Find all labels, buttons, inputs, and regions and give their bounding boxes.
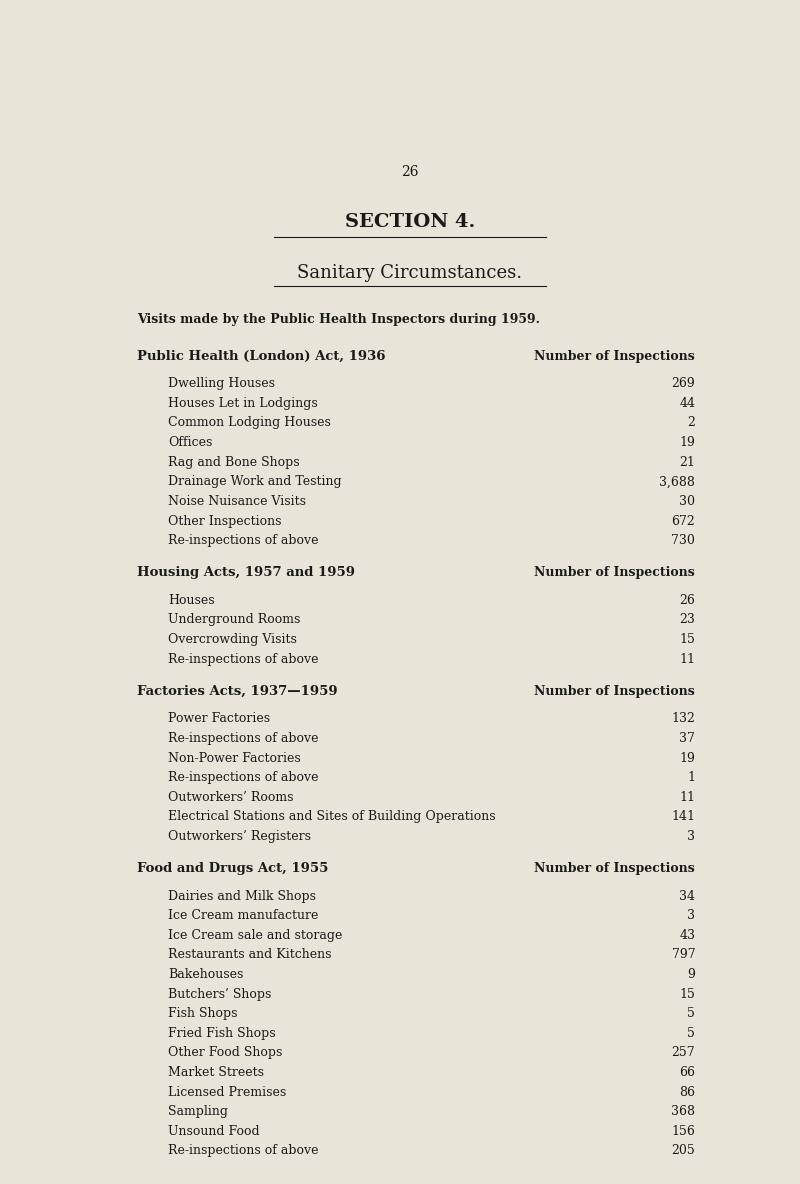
Text: Outworkers’ Rooms: Outworkers’ Rooms — [168, 791, 294, 804]
Text: 11: 11 — [679, 791, 695, 804]
Text: Number of Inspections: Number of Inspections — [534, 566, 695, 579]
Text: Licensed Premises: Licensed Premises — [168, 1086, 286, 1099]
Text: 21: 21 — [679, 456, 695, 469]
Text: 2: 2 — [687, 417, 695, 430]
Text: 86: 86 — [679, 1086, 695, 1099]
Text: Number of Inspections: Number of Inspections — [534, 862, 695, 875]
Text: Offices: Offices — [168, 436, 213, 449]
Text: Bakehouses: Bakehouses — [168, 969, 243, 982]
Text: Number of Inspections: Number of Inspections — [534, 686, 695, 699]
Text: Market Streets: Market Streets — [168, 1066, 264, 1079]
Text: Drainage Work and Testing: Drainage Work and Testing — [168, 475, 342, 488]
Text: Power Factories: Power Factories — [168, 713, 270, 726]
Text: Outworkers’ Registers: Outworkers’ Registers — [168, 830, 311, 843]
Text: Underground Rooms: Underground Rooms — [168, 613, 301, 626]
Text: Factories Acts, 1937—1959: Factories Acts, 1937—1959 — [138, 686, 338, 699]
Text: Ice Cream manufacture: Ice Cream manufacture — [168, 909, 318, 922]
Text: 368: 368 — [671, 1106, 695, 1118]
Text: 26: 26 — [402, 165, 418, 179]
Text: 141: 141 — [671, 810, 695, 823]
Text: Other Inspections: Other Inspections — [168, 515, 282, 528]
Text: 15: 15 — [679, 633, 695, 646]
Text: Common Lodging Houses: Common Lodging Houses — [168, 417, 331, 430]
Text: 30: 30 — [679, 495, 695, 508]
Text: Non-Power Factories: Non-Power Factories — [168, 752, 301, 765]
Text: Re-inspections of above: Re-inspections of above — [168, 771, 318, 784]
Text: 797: 797 — [671, 948, 695, 961]
Text: 43: 43 — [679, 929, 695, 941]
Text: Public Health (London) Act, 1936: Public Health (London) Act, 1936 — [138, 350, 386, 363]
Text: Rag and Bone Shops: Rag and Bone Shops — [168, 456, 300, 469]
Text: 132: 132 — [671, 713, 695, 726]
Text: 3: 3 — [687, 909, 695, 922]
Text: 15: 15 — [679, 987, 695, 1000]
Text: Re-inspections of above: Re-inspections of above — [168, 732, 318, 745]
Text: Butchers’ Shops: Butchers’ Shops — [168, 987, 271, 1000]
Text: Re-inspections of above: Re-inspections of above — [168, 534, 318, 547]
Text: Noise Nuisance Visits: Noise Nuisance Visits — [168, 495, 306, 508]
Text: Re-inspections of above: Re-inspections of above — [168, 1145, 318, 1158]
Text: 672: 672 — [671, 515, 695, 528]
Text: Restaurants and Kitchens: Restaurants and Kitchens — [168, 948, 332, 961]
Text: Fish Shops: Fish Shops — [168, 1008, 238, 1021]
Text: 66: 66 — [679, 1066, 695, 1079]
Text: 3,688: 3,688 — [659, 475, 695, 488]
Text: Sampling: Sampling — [168, 1106, 228, 1118]
Text: 37: 37 — [679, 732, 695, 745]
Text: Re-inspections of above: Re-inspections of above — [168, 652, 318, 665]
Text: 11: 11 — [679, 652, 695, 665]
Text: 156: 156 — [671, 1125, 695, 1138]
Text: Dwelling Houses: Dwelling Houses — [168, 378, 275, 391]
Text: Houses: Houses — [168, 594, 215, 607]
Text: Number of Inspections: Number of Inspections — [534, 350, 695, 363]
Text: 205: 205 — [671, 1145, 695, 1158]
Text: 19: 19 — [679, 436, 695, 449]
Text: Housing Acts, 1957 and 1959: Housing Acts, 1957 and 1959 — [138, 566, 355, 579]
Text: Overcrowding Visits: Overcrowding Visits — [168, 633, 297, 646]
Text: Unsound Food: Unsound Food — [168, 1125, 260, 1138]
Text: 730: 730 — [671, 534, 695, 547]
Text: 9: 9 — [687, 969, 695, 982]
Text: 26: 26 — [679, 594, 695, 607]
Text: 5: 5 — [687, 1008, 695, 1021]
Text: 269: 269 — [671, 378, 695, 391]
Text: Visits made by the Public Health Inspectors during 1959.: Visits made by the Public Health Inspect… — [138, 314, 540, 327]
Text: 257: 257 — [671, 1047, 695, 1060]
Text: 3: 3 — [687, 830, 695, 843]
Text: 19: 19 — [679, 752, 695, 765]
Text: Food and Drugs Act, 1955: Food and Drugs Act, 1955 — [138, 862, 329, 875]
Text: 34: 34 — [679, 889, 695, 902]
Text: Fried Fish Shops: Fried Fish Shops — [168, 1027, 276, 1040]
Text: 23: 23 — [679, 613, 695, 626]
Text: Sanitary Circumstances.: Sanitary Circumstances. — [298, 264, 522, 282]
Text: Other Food Shops: Other Food Shops — [168, 1047, 282, 1060]
Text: Houses Let in Lodgings: Houses Let in Lodgings — [168, 397, 318, 410]
Text: 44: 44 — [679, 397, 695, 410]
Text: SECTION 4.: SECTION 4. — [345, 213, 475, 231]
Text: 1: 1 — [687, 771, 695, 784]
Text: Electrical Stations and Sites of Building Operations: Electrical Stations and Sites of Buildin… — [168, 810, 496, 823]
Text: Dairies and Milk Shops: Dairies and Milk Shops — [168, 889, 316, 902]
Text: Ice Cream sale and storage: Ice Cream sale and storage — [168, 929, 342, 941]
Text: 5: 5 — [687, 1027, 695, 1040]
